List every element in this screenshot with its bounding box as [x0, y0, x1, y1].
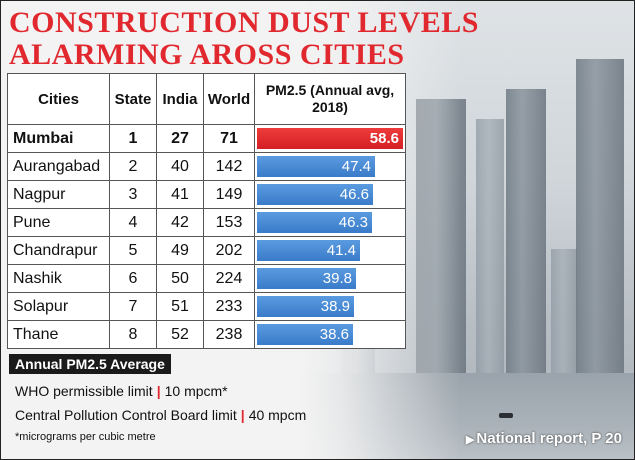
separator: |	[156, 383, 161, 399]
title-line-1: CONSTRUCTION DUST LEVELS	[9, 6, 479, 39]
world-rank-cell: 71	[203, 124, 255, 153]
pm25-bar: 39.8	[257, 268, 356, 289]
world-rank-cell: 149	[203, 180, 255, 209]
pm25-value-label: 38.9	[320, 298, 350, 315]
table-row: Mumbai 1 27 71 58.6	[7, 124, 406, 153]
india-rank-cell: 50	[156, 264, 204, 293]
pm25-cell: 58.6	[254, 124, 406, 153]
india-rank-cell: 52	[156, 320, 204, 349]
city-cell: Solapur	[7, 292, 110, 321]
title-line-2: ALARMING AROSS CITIES	[9, 38, 405, 71]
table-row: Solapur 7 51 233 38.9	[7, 292, 406, 321]
world-rank-cell: 153	[203, 208, 255, 237]
state-rank-cell: 5	[109, 236, 157, 265]
pm25-cell: 39.8	[254, 264, 406, 293]
state-rank-cell: 4	[109, 208, 157, 237]
table-row: Nagpur 3 41 149 46.6	[7, 180, 406, 209]
pm25-bar: 58.6	[257, 128, 403, 149]
footer-text: National report, P 20	[476, 430, 622, 447]
pm25-value-label: 38.6	[319, 326, 349, 343]
pm25-cell: 46.3	[254, 208, 406, 237]
table-row: Aurangabad 2 40 142 47.4	[7, 152, 406, 181]
table-row: Chandrapur 5 49 202 41.4	[7, 236, 406, 265]
city-cell: Chandrapur	[7, 236, 110, 265]
india-rank-cell: 51	[156, 292, 204, 321]
state-rank-cell: 6	[109, 264, 157, 293]
pm25-cell: 46.6	[254, 180, 406, 209]
notes-heading: Annual PM2.5 Average	[9, 354, 171, 374]
rankings-table: Cities State India World PM2.5 (Annual a…	[7, 73, 406, 349]
table-row: Nashik 6 50 224 39.8	[7, 264, 406, 293]
header-state: State	[109, 73, 157, 125]
pm25-cell: 38.6	[254, 320, 406, 349]
city-cell: Pune	[7, 208, 110, 237]
world-rank-cell: 202	[203, 236, 255, 265]
pm25-cell: 38.9	[254, 292, 406, 321]
table-header-row: Cities State India World PM2.5 (Annual a…	[7, 73, 406, 125]
header-cities: Cities	[7, 73, 110, 125]
footer-reference[interactable]: ▶ National report, P 20	[466, 430, 622, 447]
india-rank-cell: 49	[156, 236, 204, 265]
pm25-value-label: 41.4	[326, 242, 356, 259]
city-cell: Mumbai	[7, 124, 110, 153]
city-cell: Nashik	[7, 264, 110, 293]
pm25-value-label: 46.3	[338, 214, 368, 231]
state-rank-cell: 2	[109, 152, 157, 181]
play-arrow-icon: ▶	[465, 434, 475, 446]
header-world: World	[203, 73, 255, 125]
pm25-value-label: 47.4	[341, 158, 371, 175]
pm25-bar: 38.6	[257, 324, 353, 345]
state-rank-cell: 8	[109, 320, 157, 349]
header-india: India	[156, 73, 204, 125]
india-rank-cell: 41	[156, 180, 204, 209]
pm25-bar: 41.4	[257, 240, 360, 261]
city-cell: Thane	[7, 320, 110, 349]
pm25-bar: 46.6	[257, 184, 373, 205]
separator: |	[240, 407, 245, 423]
pm25-value-label: 46.6	[339, 186, 369, 203]
world-rank-cell: 224	[203, 264, 255, 293]
world-rank-cell: 238	[203, 320, 255, 349]
table-body: Mumbai 1 27 71 58.6 Aurangabad 2 40 142 47.4 Nagpu…	[7, 124, 406, 349]
cpcb-label: Central Pollution Control Board limit	[15, 407, 237, 423]
state-rank-cell: 1	[109, 124, 157, 153]
table-row: Thane 8 52 238 38.6	[7, 320, 406, 349]
pm25-bar: 38.9	[257, 296, 354, 317]
who-limit-note: WHO permissible limit | 10 mpcm*	[15, 383, 228, 399]
who-label: WHO permissible limit	[15, 383, 153, 399]
cpcb-limit-note: Central Pollution Control Board limit | 40…	[15, 407, 306, 423]
pm25-value-label: 58.6	[369, 130, 399, 147]
pm25-bar: 47.4	[257, 156, 375, 177]
state-rank-cell: 7	[109, 292, 157, 321]
header-pm25: PM2.5 (Annual avg, 2018)	[254, 73, 406, 125]
who-value: 10 mpcm*	[164, 383, 228, 399]
city-cell: Aurangabad	[7, 152, 110, 181]
footnote: *micrograms per cubic metre	[15, 431, 156, 443]
pm25-cell: 41.4	[254, 236, 406, 265]
pm25-cell: 47.4	[254, 152, 406, 181]
india-rank-cell: 27	[156, 124, 204, 153]
state-rank-cell: 3	[109, 180, 157, 209]
pm25-bar: 46.3	[257, 212, 372, 233]
world-rank-cell: 233	[203, 292, 255, 321]
table-row: Pune 4 42 153 46.3	[7, 208, 406, 237]
world-rank-cell: 142	[203, 152, 255, 181]
cpcb-value: 40 mpcm	[248, 407, 307, 423]
india-rank-cell: 42	[156, 208, 204, 237]
pm25-value-label: 39.8	[322, 270, 352, 287]
city-cell: Nagpur	[7, 180, 110, 209]
india-rank-cell: 40	[156, 152, 204, 181]
